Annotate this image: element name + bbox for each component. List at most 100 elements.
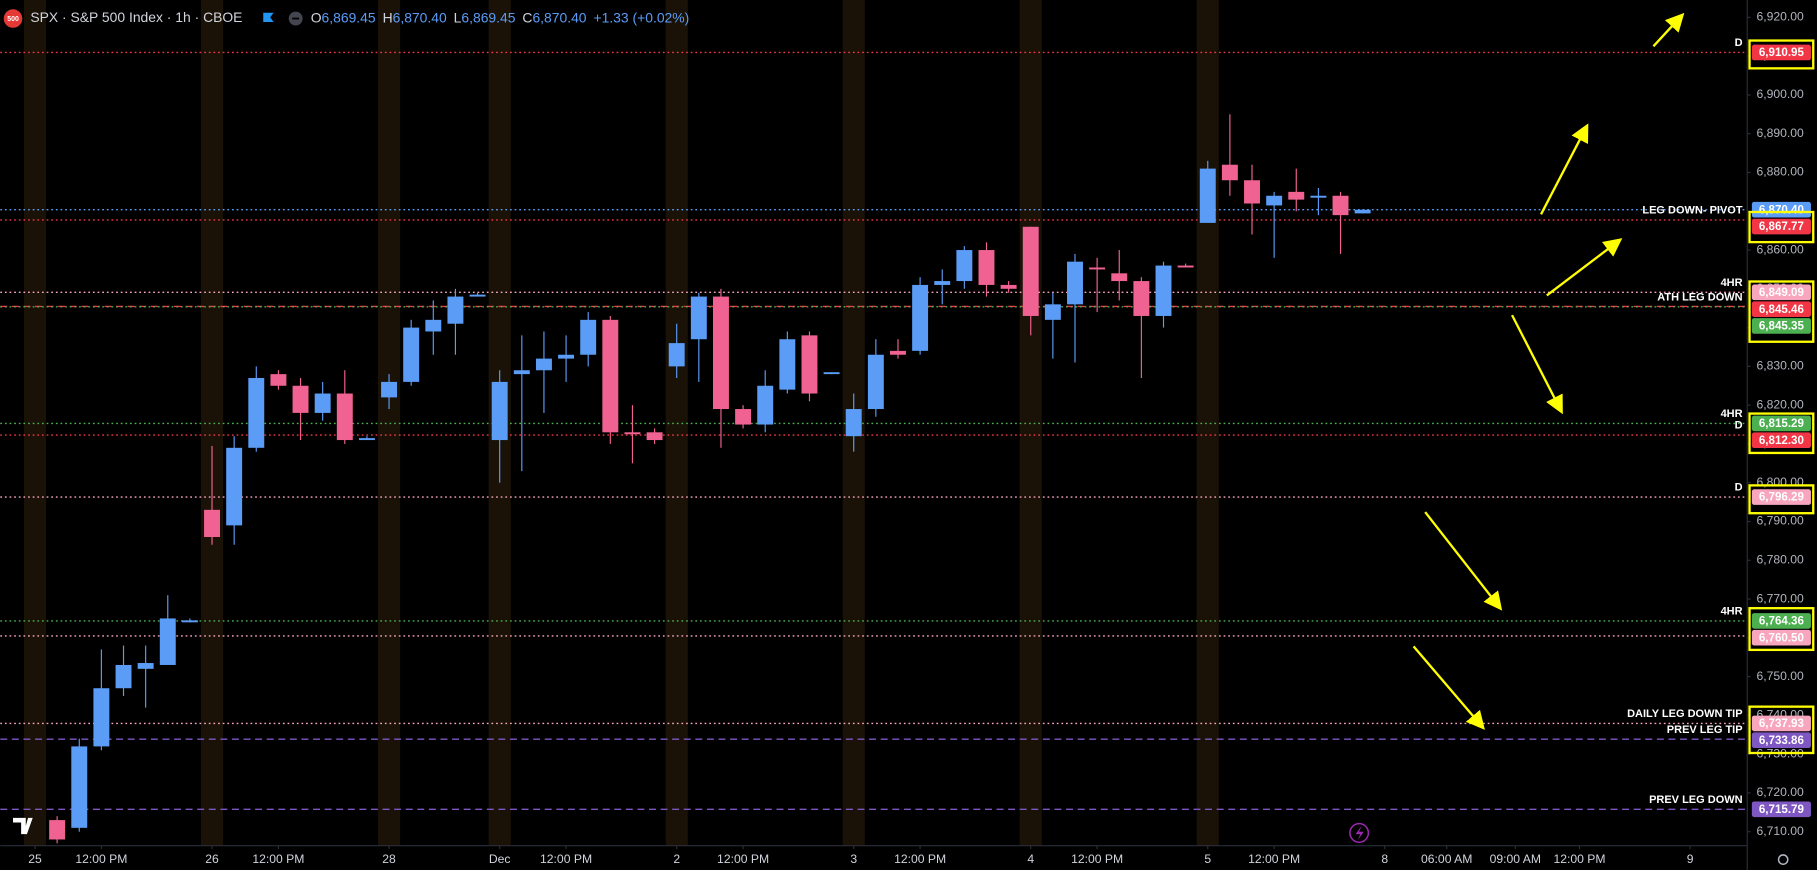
ohlc-value: 6,870.40 bbox=[393, 9, 447, 25]
y-tick-label: 6,830.00 bbox=[1756, 359, 1804, 373]
replay-icon-bolt bbox=[1355, 825, 1364, 840]
arrow bbox=[1424, 511, 1503, 611]
candle-body bbox=[1000, 284, 1017, 289]
price-tag-bg bbox=[1751, 432, 1811, 449]
price-tag-label: 6,849.09 bbox=[1759, 287, 1805, 299]
candle-body bbox=[712, 296, 729, 410]
y-tick-label: 6,790.00 bbox=[1756, 514, 1804, 528]
candle-body bbox=[491, 381, 508, 441]
candle-body bbox=[181, 620, 198, 623]
candle-body bbox=[1089, 267, 1106, 270]
x-tick-label: 12:00 PM bbox=[75, 852, 127, 866]
y-tick-label: 6,890.00 bbox=[1756, 126, 1804, 140]
candle-body bbox=[248, 378, 265, 448]
price-tag: 6,796.29 bbox=[1751, 489, 1811, 505]
candle-body bbox=[646, 432, 663, 441]
level-label: PREV LEG TIP bbox=[1667, 724, 1743, 736]
price-tag-bg bbox=[1751, 301, 1811, 317]
y-tick-label: 6,750.00 bbox=[1756, 669, 1804, 683]
price-tag: 6,910.95 bbox=[1751, 44, 1811, 61]
x-tick-label: 3 bbox=[850, 852, 857, 866]
ohlc-value: 6,869.45 bbox=[322, 9, 376, 25]
price-tag-bg bbox=[1751, 732, 1811, 749]
candle-body bbox=[845, 409, 862, 437]
arrow bbox=[1652, 12, 1685, 48]
session-band bbox=[200, 0, 224, 846]
y-tick-label: 6,920.00 bbox=[1756, 10, 1804, 24]
candle-body bbox=[314, 393, 331, 413]
candle-body bbox=[934, 281, 951, 285]
x-tick-label: 4 bbox=[1027, 852, 1034, 866]
arrow bbox=[1546, 238, 1623, 297]
highlight-box bbox=[1748, 280, 1815, 343]
x-tick-label: 09:00 AM bbox=[1490, 852, 1541, 866]
ohlc-key: O bbox=[311, 9, 322, 25]
candle-body bbox=[912, 284, 929, 351]
candle-body bbox=[1133, 281, 1150, 316]
arrow bbox=[1539, 123, 1589, 215]
symbol-title: SPX · S&P 500 Index · 1h · CBOE bbox=[30, 9, 242, 25]
candle-body bbox=[1332, 195, 1349, 216]
session-band bbox=[377, 0, 401, 846]
level-label: 4HR bbox=[1721, 277, 1743, 289]
x-tick-label: 12:00 PM bbox=[894, 852, 946, 866]
highlight-box bbox=[1748, 705, 1815, 755]
price-tag-label: 6,737.93 bbox=[1759, 718, 1805, 730]
price-tag-label: 6,715.79 bbox=[1759, 804, 1805, 816]
candle-body bbox=[867, 354, 884, 410]
ohlc-key: L bbox=[454, 9, 462, 25]
ohlc-value: 6,870.40 bbox=[532, 9, 586, 25]
candle-body bbox=[292, 385, 309, 413]
price-tag: 6,760.50 bbox=[1751, 629, 1811, 646]
candle-body bbox=[1111, 273, 1128, 282]
candle-body bbox=[535, 358, 552, 371]
candle-body bbox=[978, 250, 995, 285]
candle-body bbox=[757, 385, 774, 425]
price-tag: 6,845.46 bbox=[1751, 301, 1811, 317]
x-tick-label: 12:00 PM bbox=[1071, 852, 1123, 866]
price-tag-label: 6,845.35 bbox=[1759, 321, 1805, 333]
price-tag-label: 6,760.50 bbox=[1759, 632, 1804, 644]
level-label: 4HR bbox=[1721, 606, 1743, 618]
candle-body bbox=[71, 746, 88, 828]
level-label: 4HR bbox=[1721, 408, 1743, 420]
y-tick-label: 6,770.00 bbox=[1756, 591, 1804, 605]
x-tick-label: 5 bbox=[1204, 852, 1211, 866]
settings-icon[interactable] bbox=[1777, 854, 1789, 865]
x-tick-label: 12:00 PM bbox=[252, 852, 304, 866]
candle-body bbox=[801, 335, 818, 394]
session-band bbox=[1019, 0, 1042, 846]
candle-body bbox=[93, 688, 110, 747]
price-tag: 6,815.29 bbox=[1751, 415, 1811, 432]
candle-body bbox=[1199, 168, 1216, 223]
price-tag: 6,733.86 bbox=[1751, 732, 1811, 749]
candle-body bbox=[558, 354, 575, 359]
candle-body bbox=[602, 319, 619, 433]
highlight-box bbox=[1748, 607, 1815, 652]
price-tag-label: 6,867.77 bbox=[1759, 221, 1804, 233]
candle-body bbox=[1354, 209, 1371, 214]
candle-body bbox=[690, 296, 707, 340]
session-band bbox=[665, 0, 688, 846]
level-label: PREV LEG DOWN bbox=[1649, 794, 1743, 806]
arrow bbox=[1412, 645, 1485, 730]
price-tag-label: 6,812.30 bbox=[1759, 435, 1804, 447]
ohlc-legend: O6,869.45 H6,870.40 L6,869.45 C6,870.40 +1.3… bbox=[311, 9, 690, 25]
x-tick-label: 26 bbox=[205, 852, 219, 866]
candle-body bbox=[1244, 180, 1260, 204]
candle-body bbox=[1221, 164, 1238, 181]
price-tag-label: 6,796.29 bbox=[1759, 492, 1805, 504]
price-tag-bg bbox=[1751, 318, 1811, 334]
candle-body bbox=[1155, 265, 1172, 316]
session-band bbox=[23, 0, 47, 846]
price-tag-bg bbox=[1751, 629, 1811, 646]
price-tag-bg bbox=[1751, 613, 1811, 629]
price-tag-bg bbox=[1751, 218, 1811, 235]
price-tag: 6,870.40 bbox=[1751, 201, 1811, 218]
replay-icon[interactable] bbox=[1349, 822, 1370, 843]
level-label: D bbox=[1735, 37, 1743, 49]
price-tag-label: 6,815.29 bbox=[1759, 418, 1805, 430]
candle-body bbox=[779, 339, 796, 390]
candle-body bbox=[1266, 195, 1283, 206]
